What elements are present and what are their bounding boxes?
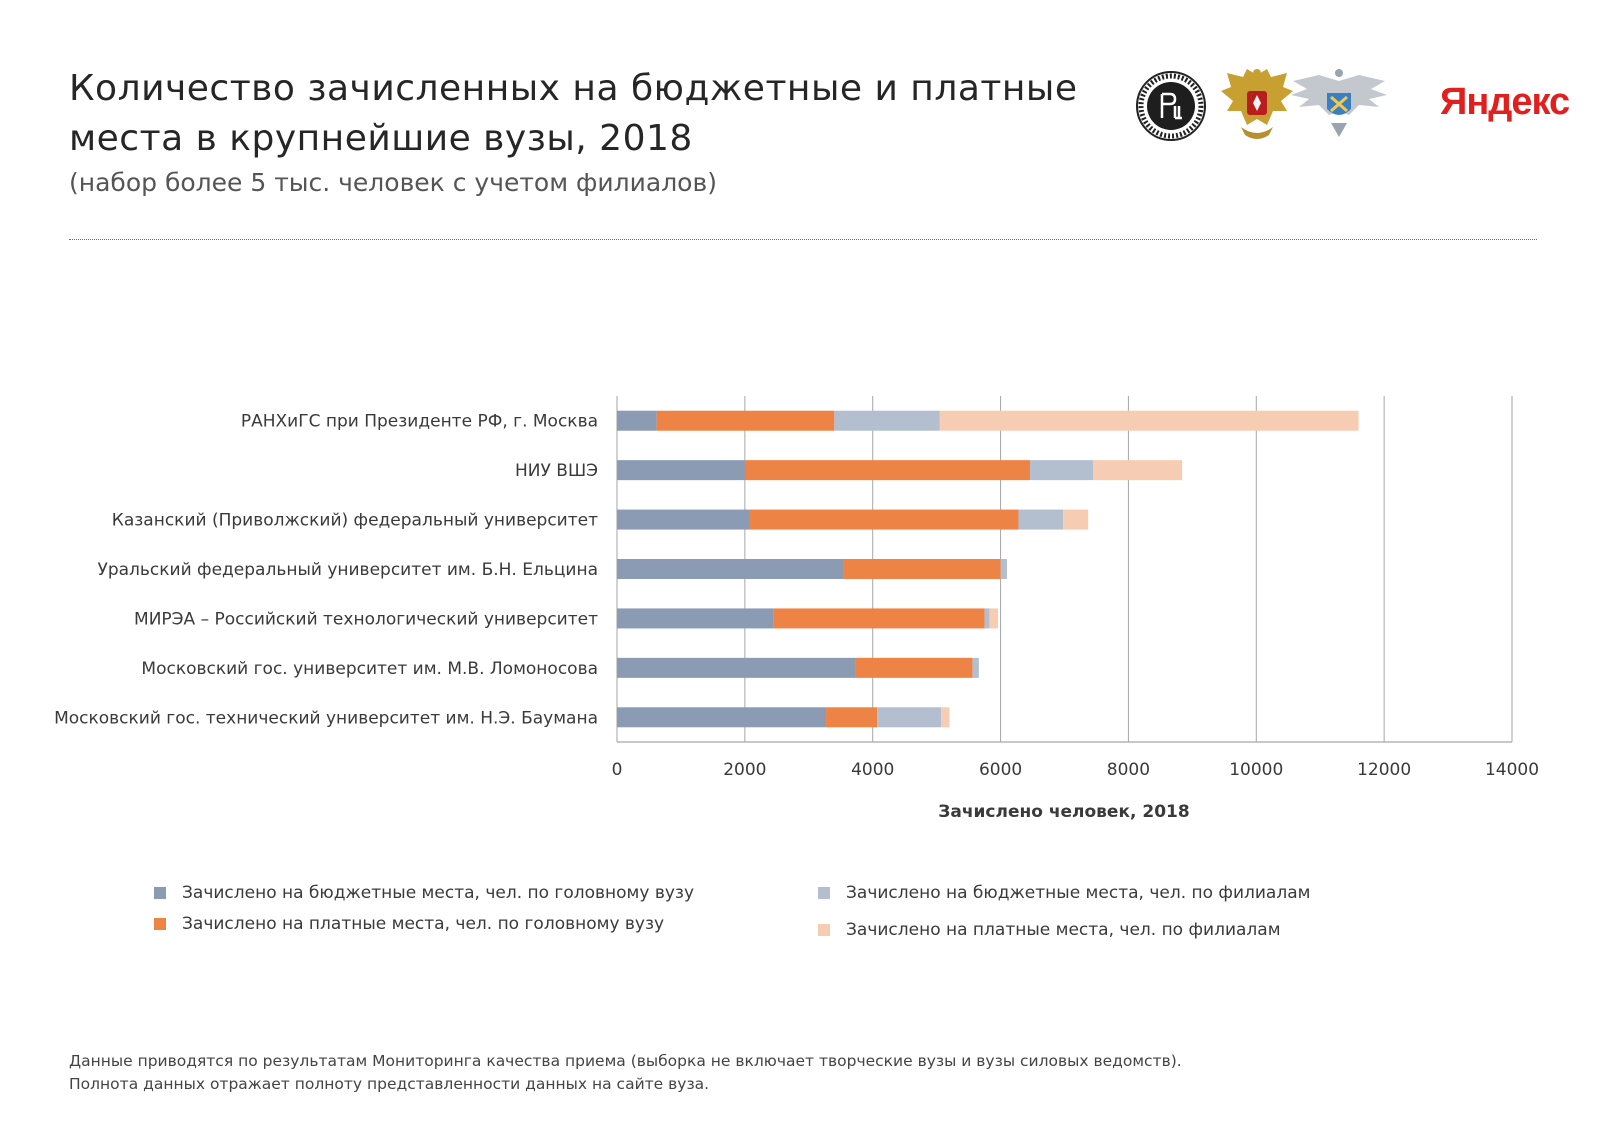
footnote-line-2: Полнота данных отражает полноту представ… xyxy=(69,1075,710,1093)
hse-seal-logo xyxy=(1136,71,1206,141)
yandex-logo: Яндекс xyxy=(1440,81,1570,123)
legend-label: Зачислено на платные места, чел. по голо… xyxy=(182,914,665,934)
bar-segment xyxy=(1018,509,1064,530)
legend-swatch-paid-branch xyxy=(818,924,830,936)
legend-label: Зачислено на бюджетные места, чел. по фи… xyxy=(846,883,1311,903)
bar-segment xyxy=(984,608,990,629)
bar-segment xyxy=(744,460,1030,481)
legend-label: Зачислено на бюджетные места, чел. по го… xyxy=(182,883,695,903)
bar-segment xyxy=(617,559,844,579)
bar-segment xyxy=(834,410,940,431)
bar-segment xyxy=(989,608,999,629)
bar-segment xyxy=(749,509,1019,530)
coat-of-arms-logo xyxy=(1221,69,1293,139)
bar-segment xyxy=(617,509,750,530)
legend-swatch-budget-main xyxy=(154,887,166,899)
x-tick-label: 8000 xyxy=(1107,760,1150,780)
title-line-2: места в крупнейшие вузы, 2018 xyxy=(69,118,693,159)
bar-segment xyxy=(855,657,973,678)
ministry-eagle-logo xyxy=(1291,69,1387,137)
x-tick-label: 4000 xyxy=(851,760,894,780)
bar-segment xyxy=(617,657,856,678)
y-category-label: РАНХиГС при Президенте РФ, г. Москва xyxy=(241,412,598,432)
legend-swatch-budget-branch xyxy=(818,887,830,899)
bar-segment xyxy=(972,657,979,678)
footnote: Данные приводятся по результатам Монитор… xyxy=(69,1050,1529,1096)
x-tick-label: 2000 xyxy=(723,760,766,780)
y-category-label: МИРЭА – Российский технологический униве… xyxy=(134,609,598,629)
header-divider xyxy=(69,239,1537,240)
legend-swatch-paid-main xyxy=(154,918,166,930)
page-title: Количество зачисленных на бюджетные и пл… xyxy=(69,64,1089,164)
title-line-1: Количество зачисленных на бюджетные и пл… xyxy=(69,68,1078,109)
bar-segment xyxy=(826,707,878,728)
y-category-label: Уральский федеральный университет им. Б.… xyxy=(97,560,598,580)
x-tick-label: 6000 xyxy=(979,760,1022,780)
logos: Яндекс xyxy=(1135,65,1570,155)
bar-segment xyxy=(1000,559,1007,579)
bar-segment xyxy=(773,608,985,629)
y-category-label: Московский гос. технический университет … xyxy=(54,708,598,728)
bar-segment xyxy=(617,707,827,728)
x-axis-title: Зачислено человек, 2018 xyxy=(938,802,1189,822)
bar-segment xyxy=(939,410,1359,431)
bar-segment xyxy=(1063,509,1089,530)
bar-segment xyxy=(877,707,942,728)
y-category-label: Казанский (Приволжский) федеральный унив… xyxy=(112,511,598,531)
bar-segment xyxy=(843,559,1001,579)
legend-label: Зачислено на платные места, чел. по фили… xyxy=(846,920,1281,940)
y-category-label: Московский гос. университет им. М.В. Лом… xyxy=(141,659,598,679)
x-tick-label: 10000 xyxy=(1229,760,1283,780)
y-category-label: НИУ ВШЭ xyxy=(515,461,598,481)
x-tick-label: 12000 xyxy=(1357,760,1411,780)
bar-segment xyxy=(617,410,657,431)
bar-segment xyxy=(941,707,950,728)
bar-segment xyxy=(617,608,774,629)
x-tick-label: 14000 xyxy=(1485,760,1539,780)
bar-segment xyxy=(617,460,745,481)
bar-segment xyxy=(1029,460,1094,481)
footnote-line-1: Данные приводятся по результатам Монитор… xyxy=(69,1052,1182,1070)
page-subtitle: (набор более 5 тыс. человек с учетом фил… xyxy=(69,168,717,197)
bar-segment xyxy=(656,410,835,431)
bar-segment xyxy=(1093,460,1183,481)
x-tick-label: 0 xyxy=(612,760,623,780)
